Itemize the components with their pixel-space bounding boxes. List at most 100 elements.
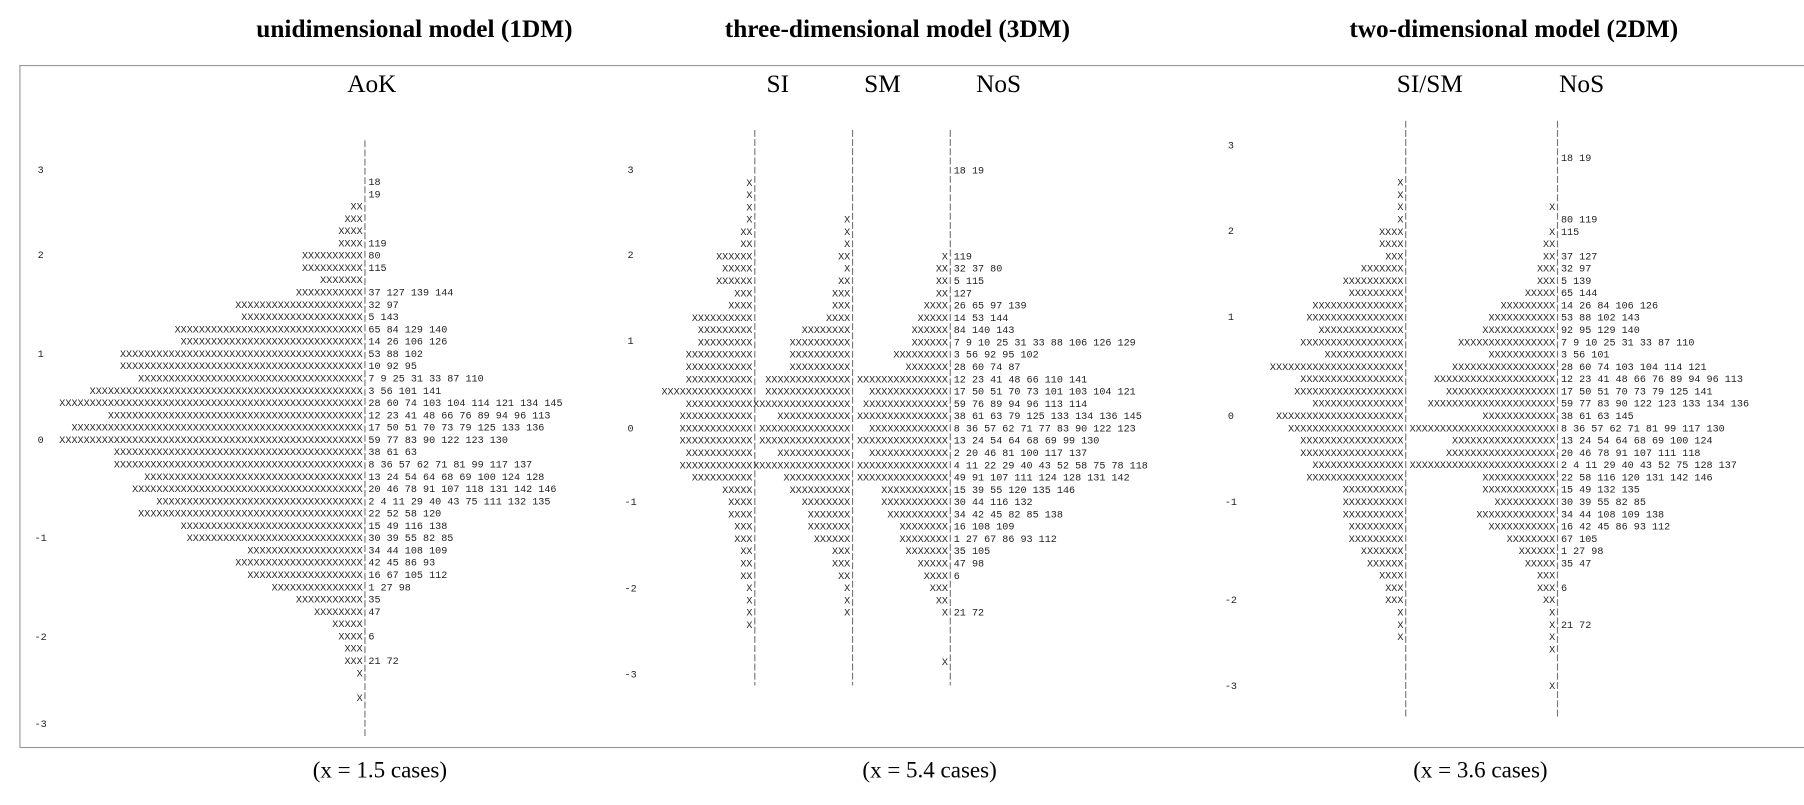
person-count: XX bbox=[740, 228, 752, 239]
person-count: XXXXXXXXX bbox=[1349, 535, 1404, 546]
item-list: 34 44 108 109 138 bbox=[1561, 510, 1664, 521]
person-count: XXXXXXXXXXX bbox=[1488, 523, 1555, 534]
person-count: XXXXXXXXXXXXXXXXXXXXXXXXXXXXXXXXXXXXXXXX… bbox=[59, 399, 362, 410]
person-count: XXXXXXXXXXXXXXX bbox=[1312, 301, 1403, 312]
item-list: 7 9 10 25 31 33 88 106 126 129 bbox=[954, 338, 1136, 349]
person-count: XXX bbox=[1537, 277, 1555, 288]
person-count: X bbox=[1397, 609, 1403, 620]
person-count: XXXXXXXXXX bbox=[1495, 498, 1556, 509]
item-list: 17 50 51 70 73 79 125 141 bbox=[1561, 387, 1713, 398]
person-count: XXXXXXXXXXX bbox=[881, 486, 948, 497]
item-list: 19 bbox=[368, 190, 380, 201]
item-list: 1 27 98 bbox=[368, 583, 410, 594]
item-list: 37 127 bbox=[1561, 252, 1597, 263]
axis-label: -3 bbox=[35, 720, 47, 731]
person-count: XXX bbox=[1385, 596, 1403, 607]
person-count: XXXX bbox=[728, 302, 752, 313]
person-count: XXXXXXXXXX bbox=[790, 351, 851, 362]
item-list: 7 9 25 31 33 87 110 bbox=[368, 375, 483, 386]
item-list: 18 bbox=[368, 178, 380, 189]
person-count: XXXXXXXXXXX bbox=[296, 289, 363, 300]
person-count: XXX bbox=[832, 289, 850, 300]
person-count: XXXXXXXXXXXXXXXXXXXXXXXXXXXXXXX bbox=[175, 325, 363, 336]
person-count: XXXXXXXX bbox=[802, 326, 851, 337]
person-count: XXXXXXXXXXX bbox=[784, 474, 851, 485]
person-count: XXXX bbox=[728, 498, 752, 509]
person-count: XXXXXXXXXXXXXXXX bbox=[1306, 314, 1403, 325]
person-count: X bbox=[746, 584, 752, 595]
person-count: XXXX bbox=[924, 572, 948, 583]
item-list: 2 20 46 81 100 117 137 bbox=[954, 449, 1087, 460]
person-count: XXXXXXXXXXXXXXXXXXXXXXXX bbox=[1410, 461, 1556, 472]
item-list: 59 76 89 94 96 113 114 bbox=[954, 400, 1087, 411]
item-list: 2 4 11 29 40 43 75 111 132 135 bbox=[368, 497, 550, 508]
person-count: X bbox=[1397, 633, 1403, 644]
person-count: XXXX bbox=[1379, 240, 1403, 251]
person-count: XXXXXXXXXXXXXXXXXX bbox=[1446, 449, 1555, 460]
person-count: XXXXXXXXXXXXXXXXXXXXXXXXXXXXXXXXXX bbox=[156, 497, 362, 508]
person-count: XXXXXXXXXXXXXXXXXXXXX bbox=[235, 301, 362, 312]
person-count: XXXXXXXXXX bbox=[692, 314, 753, 325]
axis-label: 2 bbox=[1228, 227, 1234, 238]
person-count: XXXXXXXXXXXX bbox=[777, 449, 850, 460]
person-count: X bbox=[357, 669, 363, 680]
person-count: XXXXX bbox=[1525, 559, 1555, 570]
person-count: XXX bbox=[832, 560, 850, 571]
person-count: XXXXXXXXXXXXXXXXXX bbox=[1446, 387, 1555, 398]
person-count: XXXXXXXXXX bbox=[790, 486, 851, 497]
person-count: XXXXXXXXXXX bbox=[1488, 351, 1555, 362]
axis-label: 1 bbox=[628, 337, 634, 348]
person-count: XXXXXXX bbox=[320, 276, 362, 287]
axis-label: 2 bbox=[628, 251, 634, 262]
person-count: XXXXXXXXXXXX bbox=[777, 412, 850, 423]
item-list: 22 52 58 120 bbox=[368, 510, 441, 521]
person-count: XXXXXXXX bbox=[899, 523, 948, 534]
person-count: XXXXXXXXXXXXXXX bbox=[272, 583, 363, 594]
person-count: XXXXX bbox=[1525, 289, 1555, 300]
person-count: XX bbox=[838, 277, 850, 288]
person-count: XXXXXXX bbox=[1361, 547, 1403, 558]
column-header: SI bbox=[767, 70, 790, 98]
person-count: XXXXXXXXXXXXXXXXX bbox=[1300, 449, 1403, 460]
item-list: 21 72 bbox=[1561, 621, 1591, 632]
person-count: X bbox=[1397, 621, 1403, 632]
item-list: 53 88 102 143 bbox=[1561, 314, 1640, 325]
item-list: 119 bbox=[368, 239, 386, 250]
person-count: XXXXXXXXXXXXXXXXXXXX bbox=[241, 313, 362, 324]
item-list: 6 bbox=[368, 632, 374, 643]
person-count: XXX bbox=[1537, 584, 1555, 595]
item-list: 34 42 45 82 85 138 bbox=[954, 510, 1063, 521]
person-count: XX bbox=[936, 277, 948, 288]
item-list: 92 95 129 140 bbox=[1561, 326, 1640, 337]
item-list: 30 39 55 82 85 bbox=[368, 534, 453, 545]
person-count: XXX bbox=[1537, 265, 1555, 276]
person-count: XXXXXXXXXXXXXX bbox=[765, 388, 850, 399]
person-count: XXXXXXXXX bbox=[1349, 523, 1404, 534]
axis-label: -2 bbox=[625, 584, 637, 595]
person-count: XXXXXXXXXXXXXXX bbox=[759, 437, 850, 448]
person-count: XXXXXXXXX bbox=[698, 338, 753, 349]
person-count: XXXXXXXXXXXXXXXXXXXXXXXXXXXXXXXXXXXXXXXX… bbox=[114, 448, 363, 459]
item-list: 49 91 107 111 124 128 131 142 bbox=[954, 474, 1130, 485]
person-count: XXX bbox=[734, 535, 752, 546]
panel-title: unidimensional model (1DM) bbox=[256, 15, 572, 43]
person-count: XXXX bbox=[924, 302, 948, 313]
person-count: X bbox=[844, 216, 850, 227]
person-count: XXXXXXXXXXXXXXXXXXXXXXXXXXXXXXXXXXXXXXXX… bbox=[114, 460, 363, 471]
item-list: 2 4 11 29 40 43 52 75 128 137 bbox=[1561, 461, 1737, 472]
person-count: XXX bbox=[734, 289, 752, 300]
item-list: 20 46 78 91 107 111 118 bbox=[1561, 449, 1701, 460]
person-count: XXXXXXXXXX bbox=[692, 474, 753, 485]
person-count: XXXXXXXXXXXXXXXXXXXXXXXXXXXXXXXXXXXXXX bbox=[132, 485, 363, 496]
item-list: 13 24 54 64 68 69 99 130 bbox=[954, 437, 1100, 448]
person-count: XXXXXXXXXXXX bbox=[1482, 326, 1555, 337]
item-list: 80 bbox=[368, 252, 380, 263]
person-count: XXXXXXXXXXXXXXXXXXXX bbox=[1434, 375, 1555, 386]
column-header: AoK bbox=[347, 70, 397, 98]
axis-label: 3 bbox=[628, 166, 634, 177]
item-list: 30 39 55 82 85 bbox=[1561, 498, 1646, 509]
person-count: XXXX bbox=[1379, 572, 1403, 583]
column-header: NoS bbox=[1559, 70, 1604, 98]
item-list: 8 36 57 62 71 77 83 90 122 123 bbox=[954, 424, 1136, 435]
axis-label: -3 bbox=[1225, 682, 1237, 693]
